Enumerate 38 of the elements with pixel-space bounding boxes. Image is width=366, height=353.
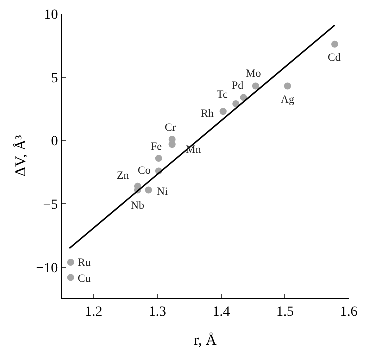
point xyxy=(331,40,338,48)
annotation: Cd xyxy=(328,52,342,64)
point xyxy=(67,274,74,282)
annotation: Ni xyxy=(157,186,168,198)
annotation: Mn xyxy=(186,144,202,156)
point xyxy=(220,108,227,116)
annotation: Pd xyxy=(232,80,244,92)
annotation: Tc xyxy=(217,89,228,101)
point xyxy=(155,155,162,162)
y-tick-label: −5 xyxy=(43,198,58,214)
y-axis-title: ΔV, Å³ xyxy=(12,134,30,177)
point xyxy=(168,141,176,148)
point xyxy=(284,82,292,90)
point xyxy=(252,82,260,90)
x-tick-label: 1.5 xyxy=(276,304,294,320)
x-tick-label: 1.4 xyxy=(212,304,230,320)
annotation: Fe xyxy=(151,141,162,153)
x-tick-label: 1.2 xyxy=(85,304,103,320)
x-tick-label: 1.3 xyxy=(148,304,166,320)
y-tick-label: 0 xyxy=(51,134,58,150)
annotation: Co xyxy=(138,165,152,177)
annotation: Mo xyxy=(246,68,262,80)
y-tick-label: 5 xyxy=(51,71,58,86)
annotation: Rh xyxy=(201,108,214,120)
point xyxy=(67,259,74,266)
annotation: Cu xyxy=(78,273,92,285)
annotation: Ru xyxy=(78,257,92,269)
point xyxy=(232,100,240,108)
x-tick-label: 1.6 xyxy=(340,304,358,320)
annotation: Cr xyxy=(165,122,176,134)
point xyxy=(240,94,248,102)
annotation: Zn xyxy=(117,170,130,182)
y-tick-label: 10 xyxy=(44,8,58,23)
point xyxy=(145,186,152,194)
annotation: Nb xyxy=(131,200,145,212)
x-axis-title: r, Å xyxy=(194,332,218,349)
annotation: Ag xyxy=(281,94,295,106)
y-tick-label: −10 xyxy=(36,261,58,276)
